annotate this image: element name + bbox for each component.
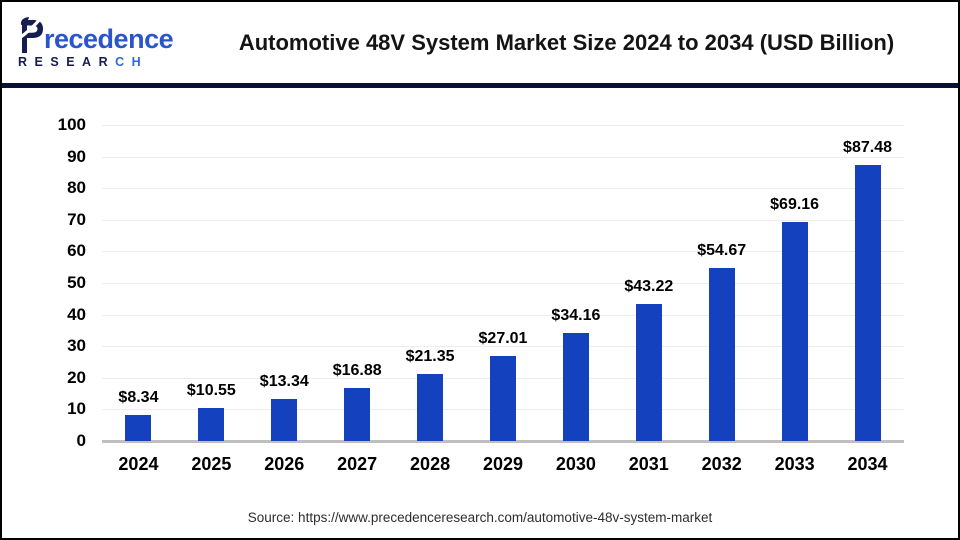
bar-group-2033: $69.16	[758, 125, 831, 441]
bar-value-label: $21.35	[405, 347, 455, 365]
y-axis-tick-label: 10	[67, 399, 86, 419]
bar-value-label: $27.01	[478, 329, 528, 347]
y-axis-tick-label: 40	[67, 304, 86, 324]
y-axis-tick-label: 80	[67, 178, 86, 198]
gridline	[102, 346, 904, 348]
bar-group-2034: $87.48	[831, 125, 904, 441]
bar-2031[interactable]	[635, 304, 662, 441]
gridline	[102, 283, 904, 284]
logo-brand-rest-dark: recede	[44, 23, 129, 54]
bar-group-2030: $34.16	[539, 125, 612, 441]
bar-value-label: $69.16	[770, 196, 820, 214]
bar-value-label: $34.16	[551, 307, 601, 325]
x-axis-label-2034: 2034	[847, 454, 888, 474]
leaf-p-logo-icon	[17, 16, 44, 53]
bar-2025[interactable]	[198, 407, 225, 441]
x-axis-label-2032: 2032	[701, 454, 742, 474]
bar-group-2027: $16.88	[321, 125, 394, 441]
logo-research-text: RESEARCH	[18, 54, 149, 69]
bar-group-2028: $21.35	[394, 125, 467, 441]
bar-2032[interactable]	[708, 268, 735, 441]
plot-area: $8.34 $10.55 $13.34 $16.88 $21.35 $27.01 $34.1…	[102, 125, 904, 443]
header: recedence RESEARCH Automotive 48V System…	[2, 2, 958, 88]
y-axis-tick-label: 60	[67, 241, 86, 261]
x-axis-line	[102, 440, 904, 443]
y-axis-tick-label: 90	[67, 146, 86, 166]
gridline	[102, 314, 904, 316]
bar-group-2025: $10.55	[175, 125, 248, 441]
x-axis-label-2031: 2031	[628, 454, 669, 474]
bar-group-2029: $27.01	[467, 125, 540, 441]
bars-container: $8.34 $10.55 $13.34 $16.88 $21.35 $27.01 $34.1…	[102, 125, 904, 441]
bar-group-2032: $54.67	[685, 125, 758, 441]
y-axis-tick-label: 70	[67, 209, 86, 229]
bar-value-label: $10.55	[186, 381, 236, 399]
gridline	[102, 219, 904, 221]
x-axis-label-2028: 2028	[410, 454, 451, 474]
bar-group-2031: $43.22	[612, 125, 685, 441]
bar-group-2026: $13.34	[248, 125, 321, 441]
bar-value-label: $54.67	[697, 242, 747, 260]
logo-wordmark-row: recedence	[17, 16, 177, 54]
logo-brand-rest-light: nce	[128, 23, 174, 54]
bar-2033[interactable]	[781, 222, 808, 441]
bar-2030[interactable]	[562, 333, 589, 441]
bar-group-2024: $8.34	[102, 125, 175, 441]
x-axis-label-2026: 2026	[264, 454, 305, 474]
gridline	[102, 251, 904, 253]
y-axis-tick-label: 50	[67, 273, 86, 292]
source-line: Source: https://www.precedenceresearch.c…	[247, 510, 713, 525]
bar-2027[interactable]	[344, 387, 371, 441]
x-axis-label-2027: 2027	[337, 454, 378, 474]
bar-2026[interactable]	[271, 398, 298, 441]
logo-brand-text: recedence	[44, 23, 174, 54]
gridline	[102, 188, 904, 190]
bar-value-label: $87.48	[843, 138, 892, 156]
y-axis-tick-label: 30	[67, 336, 86, 356]
bar-value-label: $13.34	[259, 372, 309, 390]
bar-2028[interactable]	[417, 373, 444, 441]
y-axis-tick-label: 100	[57, 115, 86, 134]
y-axis: 0 10 20 30 40 50 60 70 80 90 100	[2, 2, 86, 538]
page-title: Automotive 48V System Market Size 2024 t…	[238, 29, 895, 55]
y-axis-tick-label: 0	[76, 431, 86, 450]
x-axis-label-2029: 2029	[482, 454, 523, 474]
bar-2029[interactable]	[489, 355, 516, 441]
bar-value-label: $16.88	[332, 361, 382, 379]
x-axis: 2024 2025 2026 2027 2028 2029 2030 2031 2032 2033…	[102, 454, 904, 475]
bar-2024[interactable]	[125, 414, 152, 441]
precedence-research-logo: recedence RESEARCH	[2, 16, 177, 69]
x-axis-label-2033: 2033	[774, 454, 815, 474]
gridline	[102, 125, 904, 126]
bar-value-label: $43.22	[624, 278, 674, 296]
x-axis-label-2024: 2024	[118, 454, 159, 474]
bar-2034[interactable]	[854, 164, 881, 441]
gridline	[102, 156, 904, 158]
x-axis-label-2025: 2025	[191, 454, 232, 474]
bar-value-label: $8.34	[118, 388, 159, 406]
title-wrap: Automotive 48V System Market Size 2024 t…	[187, 2, 946, 83]
y-axis-tick-label: 20	[67, 367, 86, 387]
x-axis-label-2030: 2030	[555, 454, 596, 474]
